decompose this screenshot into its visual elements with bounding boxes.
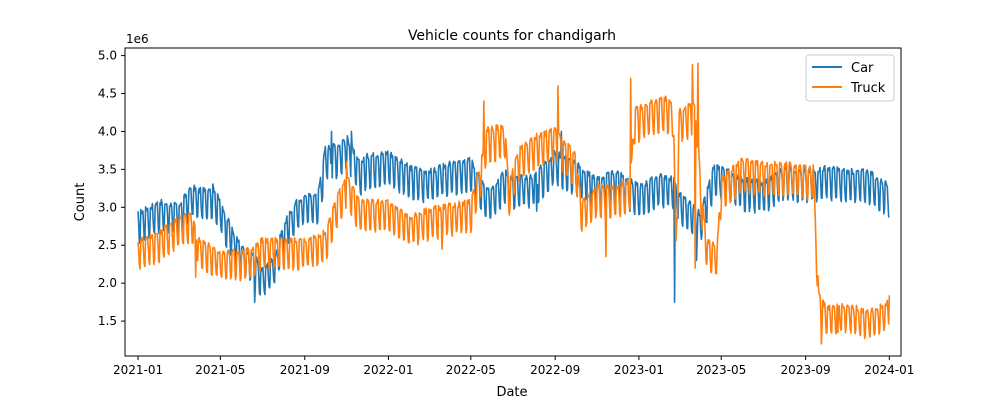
x-tick-label: 2021-05 — [195, 363, 245, 377]
x-tick-label: 2023-09 — [781, 363, 831, 377]
legend-label-truck: Truck — [850, 81, 886, 96]
series-line-truck — [137, 62, 891, 345]
y-axis-scale-label: 1e6 — [126, 32, 149, 46]
x-tick-label: 2022-09 — [530, 363, 580, 377]
chart-title: Vehicle counts for chandigarh — [408, 28, 616, 44]
plot-area — [124, 47, 902, 357]
y-tick-label: 3.5 — [98, 162, 117, 176]
x-axis-label: Date — [496, 385, 527, 400]
y-axis-label: Count — [73, 183, 88, 222]
y-tick-label: 4.0 — [98, 124, 117, 138]
x-tick-label: 2021-01 — [113, 363, 163, 377]
x-tick-label: 2023-05 — [696, 363, 746, 377]
y-tick-label: 5.0 — [98, 49, 117, 63]
y-tick-label: 4.5 — [98, 87, 117, 101]
y-tick-label: 1.5 — [98, 314, 117, 328]
x-tick-label: 2023-01 — [614, 363, 664, 377]
y-tick-label: 2.5 — [98, 238, 117, 252]
x-tick-label: 2022-05 — [446, 363, 496, 377]
y-tick-label: 2.0 — [98, 276, 117, 290]
series-line-car — [137, 130, 890, 303]
x-tick-label: 2024-01 — [864, 363, 914, 377]
x-tick-label: 2021-09 — [280, 363, 330, 377]
x-tick-label: 2022-01 — [363, 363, 413, 377]
y-tick-label: 3.0 — [98, 200, 117, 214]
legend: Car Truck — [805, 54, 895, 102]
legend-label-car: Car — [851, 61, 874, 76]
